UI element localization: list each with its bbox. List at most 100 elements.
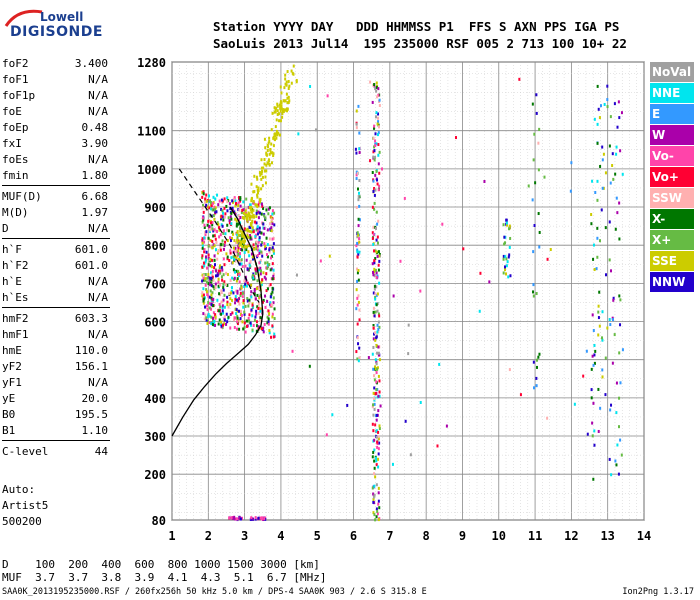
echo-point — [226, 200, 229, 204]
echo-point — [508, 253, 511, 257]
echo-point — [259, 266, 262, 270]
echo-point — [253, 247, 256, 251]
echo-point — [239, 215, 242, 219]
echo-point — [373, 466, 376, 470]
echo-point — [226, 320, 229, 324]
echo-point — [223, 263, 226, 267]
echo-point — [280, 91, 283, 95]
echo-point — [378, 379, 381, 383]
echo-point — [374, 358, 377, 362]
echo-point — [248, 254, 251, 258]
echo-point — [223, 293, 226, 297]
parameter-panel: foF2 3.400 foF1 N/A foF1p N/A foE N/A foEp 0.48 fx… — [2, 56, 110, 460]
echo-point — [249, 323, 252, 327]
echo-point — [373, 484, 376, 488]
param-value: 20.0 — [81, 392, 109, 405]
echo-point — [270, 267, 273, 271]
echo-point — [234, 240, 237, 244]
echo-point — [273, 138, 276, 142]
echo-point — [325, 433, 328, 437]
echo-point — [219, 283, 222, 287]
echo-point — [375, 507, 378, 511]
echo-point — [201, 216, 204, 220]
echo-point — [620, 111, 623, 115]
echo-point — [357, 342, 360, 346]
x-tick-label: 12 — [564, 529, 578, 543]
echo-point — [259, 200, 262, 204]
echo-point — [263, 275, 266, 279]
echo-point — [255, 245, 258, 249]
echo-point — [231, 230, 234, 234]
echo-point — [264, 517, 267, 521]
echo-point — [258, 268, 261, 272]
echo-point — [372, 179, 375, 183]
echo-point — [213, 254, 216, 258]
auto-version: 500200 — [2, 515, 42, 528]
echo-point — [249, 236, 252, 240]
echo-point — [233, 326, 236, 330]
echo-point — [254, 267, 257, 271]
param-value: 156.1 — [74, 360, 108, 373]
echo-point — [201, 190, 204, 194]
echo-point — [237, 204, 240, 208]
echo-point — [243, 310, 246, 314]
echo-point — [252, 214, 255, 218]
echo-point — [244, 282, 247, 286]
echo-point — [291, 349, 294, 353]
echo-point — [236, 291, 239, 295]
echo-point — [378, 104, 381, 108]
echo-point — [271, 302, 274, 306]
echo-point — [237, 309, 240, 313]
echo-point — [211, 323, 214, 327]
echo-point — [372, 429, 375, 433]
echo-point — [377, 188, 380, 192]
param-row: fxI 3.90 — [2, 136, 110, 152]
echo-point — [221, 268, 224, 272]
echo-point — [377, 502, 380, 506]
echo-point — [258, 261, 261, 265]
echo-point — [242, 299, 245, 303]
echo-point — [224, 212, 227, 216]
echo-point — [355, 206, 358, 210]
echo-point — [206, 276, 209, 280]
echo-point — [249, 214, 252, 218]
echo-point — [590, 212, 593, 216]
echo-point — [244, 330, 247, 334]
echo-point — [220, 275, 223, 279]
echo-point — [218, 199, 221, 203]
echo-point — [355, 109, 358, 113]
echo-point — [204, 278, 207, 282]
echo-point — [242, 200, 245, 204]
echo-point — [260, 250, 263, 254]
echo-point — [237, 201, 240, 205]
echo-point — [251, 210, 254, 214]
echo-point — [374, 115, 377, 119]
echo-point — [221, 323, 224, 327]
param-value: N/A — [88, 328, 108, 341]
echo-point — [354, 147, 357, 151]
echo-point — [205, 280, 208, 284]
echo-point — [237, 222, 240, 226]
echo-point — [376, 367, 379, 371]
echo-point — [478, 309, 481, 313]
echo-point — [236, 236, 239, 240]
echo-point — [436, 444, 439, 448]
echo-point — [373, 397, 376, 401]
echo-point — [239, 196, 242, 200]
echo-point — [246, 232, 249, 236]
echo-point — [238, 208, 241, 212]
echo-point — [376, 254, 379, 258]
echo-point — [208, 206, 211, 210]
echo-point — [234, 246, 237, 250]
echo-point — [234, 204, 237, 208]
echo-point — [219, 217, 222, 221]
echo-point — [537, 212, 540, 216]
echo-point — [235, 222, 238, 226]
param-key: yF2 — [2, 360, 22, 373]
echo-point — [249, 234, 252, 238]
echo-point — [375, 81, 378, 85]
echo-point — [243, 236, 246, 240]
echo-point — [376, 445, 379, 449]
echo-point — [239, 291, 242, 295]
echo-point — [593, 117, 596, 121]
